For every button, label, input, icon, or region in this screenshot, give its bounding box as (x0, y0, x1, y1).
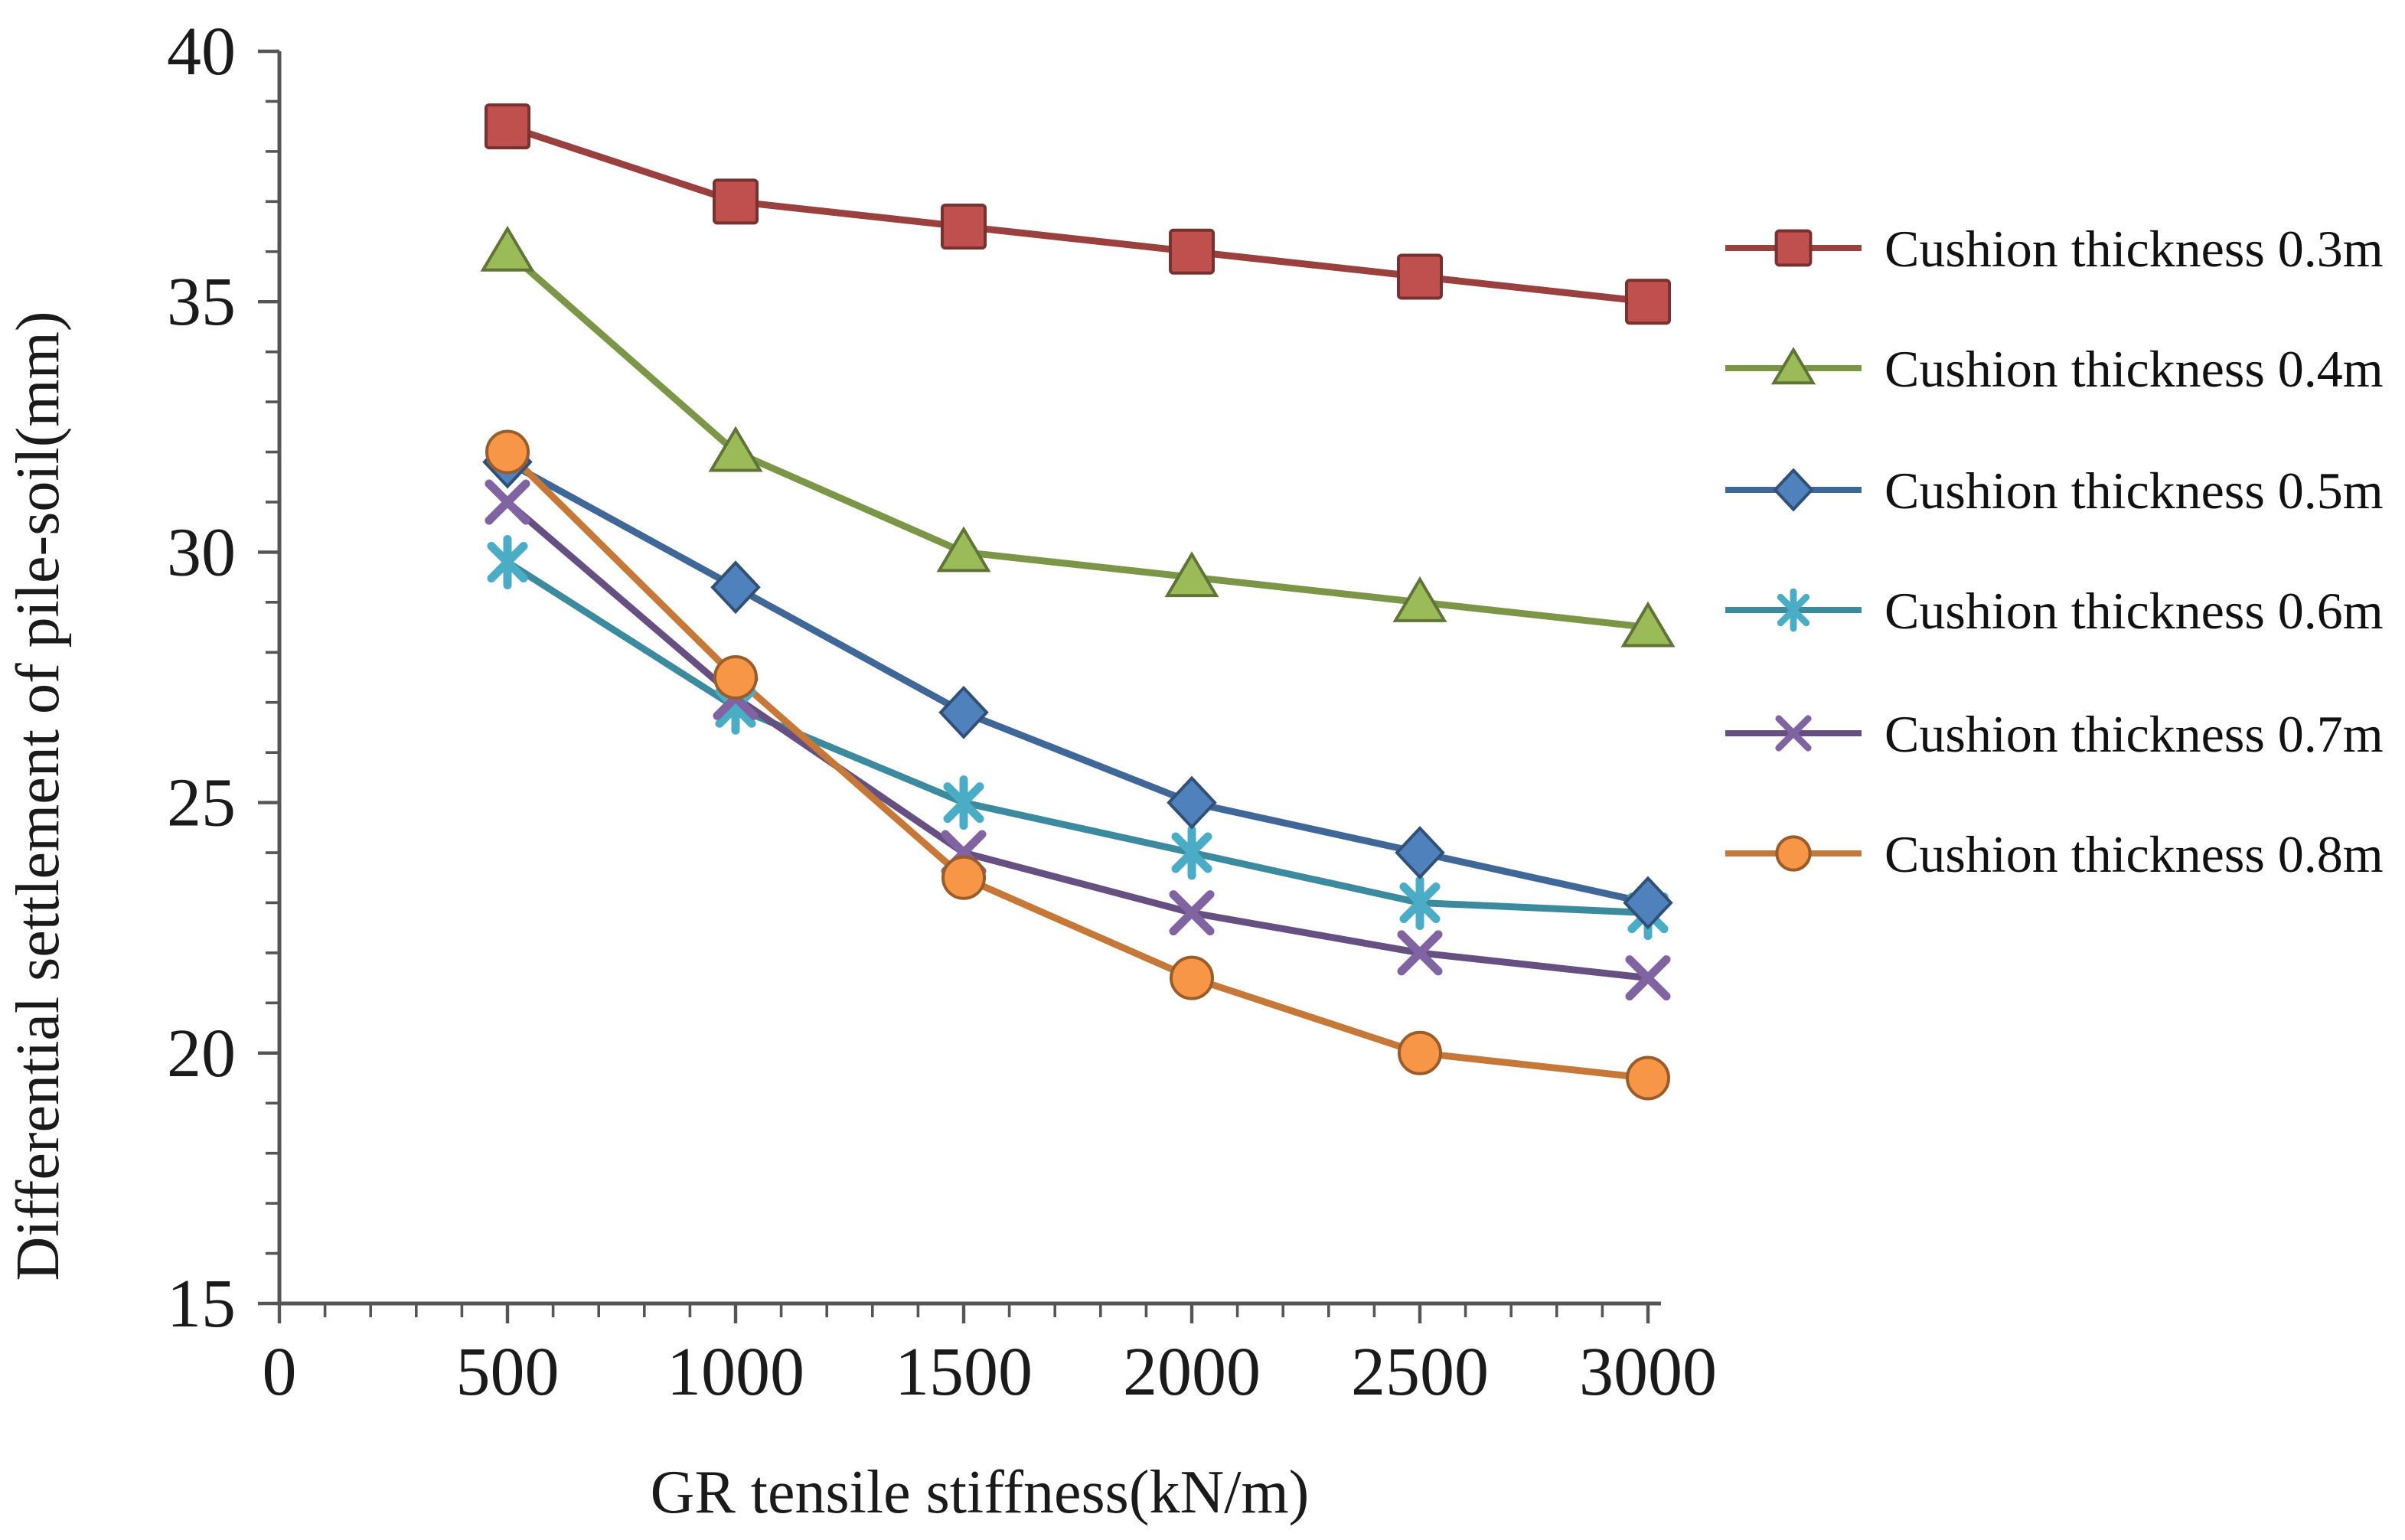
data-point-marker (1170, 955, 1214, 1000)
data-point-marker (1623, 876, 1673, 930)
data-point-marker (1392, 576, 1447, 622)
y-tick-label: 25 (167, 765, 236, 841)
x-tick-label: 1500 (895, 1334, 1033, 1410)
legend-marker-diamond (1773, 468, 1814, 512)
data-point-marker (713, 655, 758, 700)
plot-area: 15 20 25 30 35 40 0 500 1000 1500 2000 2500 3000 (167, 14, 1717, 1410)
y-tick-label: 35 (167, 264, 236, 340)
data-point-marker (713, 178, 759, 225)
data-point-marker (1620, 601, 1676, 648)
y-tick-label: 40 (167, 14, 236, 90)
data-point-marker (1171, 832, 1212, 873)
legend-marker-triangle (1770, 347, 1816, 385)
legend-label: Cushion thickness 0.8m (1885, 825, 2384, 883)
data-point-marker (1399, 882, 1441, 923)
data-point-marker (941, 855, 986, 900)
legend-marker-circle (1775, 835, 1812, 872)
y-tick-label: 15 (167, 1266, 236, 1342)
data-point-marker (1398, 1030, 1442, 1075)
series-line-square (504, 122, 1652, 305)
y-tick-label: 30 (167, 514, 236, 590)
y-axis-title: Differential settlement of pile-soil(mm) (5, 311, 72, 1281)
data-point-marker (1397, 930, 1443, 976)
legend-label: Cushion thickness 0.5m (1885, 462, 2384, 520)
data-point-marker (936, 526, 991, 573)
data-point-marker (487, 541, 528, 582)
legend-marker-asterisk (1777, 593, 1810, 627)
series-line-x (504, 498, 1652, 982)
legend: Cushion thickness 0.3m Cushion thickness … (1725, 220, 2384, 883)
series-line-diamond (504, 458, 1652, 906)
data-point-marker (1625, 955, 1671, 1001)
series-line-triangle (504, 248, 1652, 631)
y-tick-label: 20 (167, 1016, 236, 1091)
x-axis-title: GR tensile stiffness(kN/m) (651, 1459, 1310, 1526)
data-point-marker (1397, 253, 1443, 300)
legend-marker-x (1775, 715, 1812, 752)
legend-item: Cushion thickness 0.4m (1725, 340, 2384, 398)
legend-item: Cushion thickness 0.7m (1725, 705, 2384, 763)
x-tick-label: 1000 (667, 1334, 804, 1410)
data-point-marker (1164, 551, 1219, 598)
legend-marker-square (1774, 229, 1813, 267)
data-point-marker (1395, 826, 1445, 879)
data-point-marker (485, 429, 530, 475)
legend-label: Cushion thickness 0.4m (1885, 340, 2384, 398)
data-point-marker (943, 782, 984, 824)
data-point-marker (710, 560, 761, 615)
data-point-marker (485, 479, 530, 525)
x-tick-label: 2000 (1123, 1334, 1261, 1410)
x-tick-label: 500 (456, 1334, 560, 1410)
x-tick-label: 0 (263, 1334, 297, 1410)
x-tick-label: 3000 (1579, 1334, 1717, 1410)
legend-label: Cushion thickness 0.6m (1885, 582, 2384, 640)
data-point-marker (941, 204, 987, 250)
data-point-marker (938, 685, 989, 739)
data-point-marker (708, 426, 763, 472)
legend-label: Cushion thickness 0.7m (1885, 705, 2384, 763)
data-point-marker (1626, 1055, 1670, 1101)
data-point-marker (1169, 228, 1215, 275)
x-tick-label: 2500 (1351, 1334, 1489, 1410)
legend-item: Cushion thickness 0.5m (1725, 462, 2384, 520)
data-point-marker (1167, 775, 1217, 830)
legend-item: Cushion thickness 0.3m (1725, 220, 2384, 278)
legend-item: Cushion thickness 0.6m (1725, 582, 2384, 640)
data-point-marker (1625, 279, 1671, 325)
series-line-asterisk (504, 558, 1652, 917)
series-line-circle (504, 449, 1652, 1082)
data-point-marker (1169, 890, 1215, 936)
legend-item: Cushion thickness 0.8m (1725, 825, 2384, 883)
legend-label: Cushion thickness 0.3m (1885, 220, 2384, 278)
data-point-marker (485, 103, 530, 150)
data-point-marker (480, 225, 535, 272)
